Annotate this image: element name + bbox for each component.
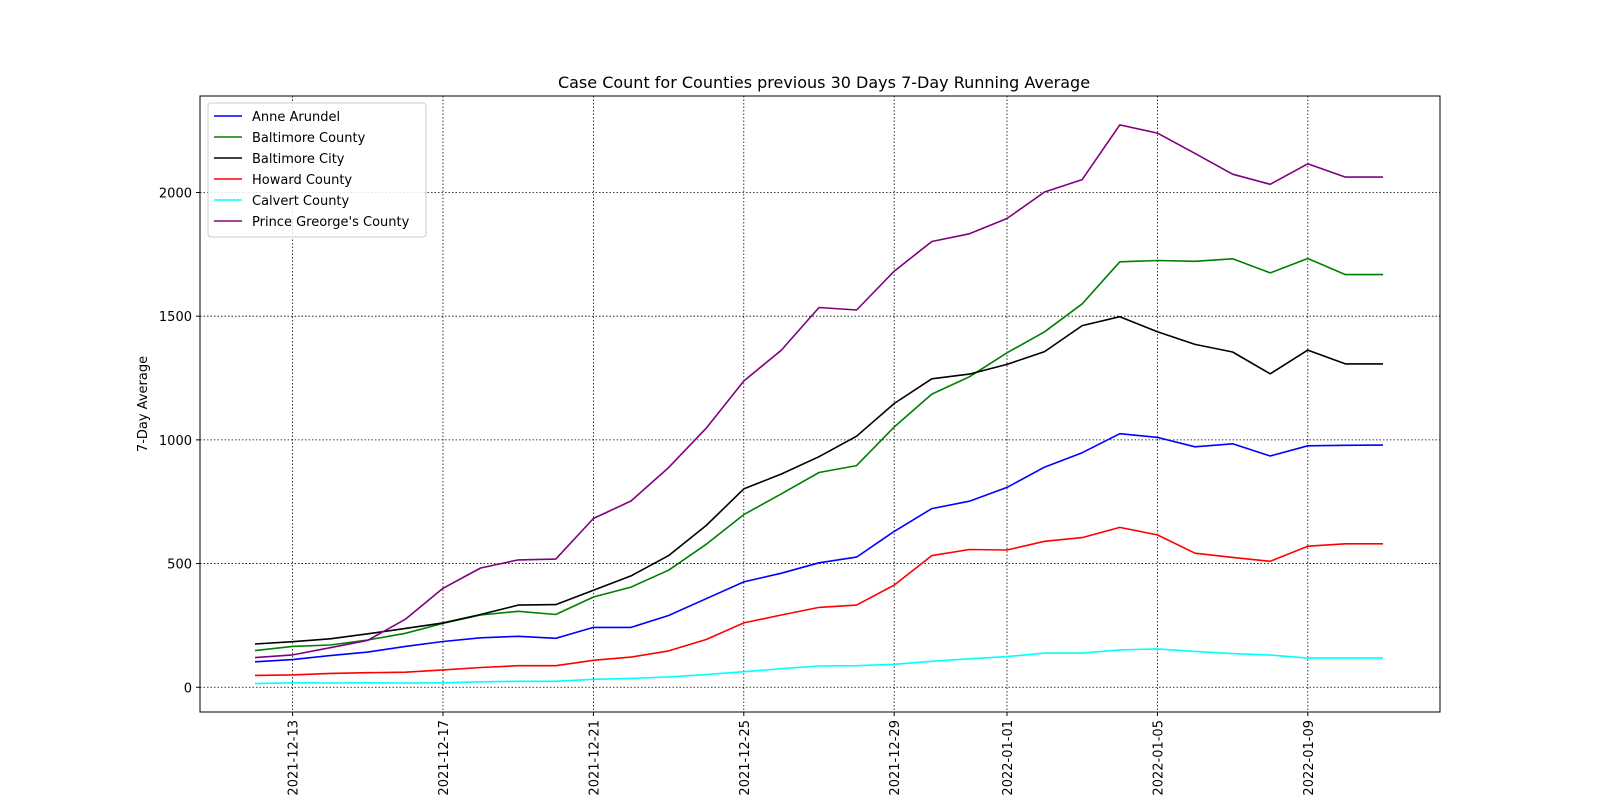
y-tick-label: 2000 [159, 186, 192, 201]
legend-label: Baltimore County [252, 131, 366, 146]
legend-label: Calvert County [252, 194, 350, 209]
legend: Anne Arundel Baltimore County Baltimore Ci… [207, 102, 427, 238]
legend-label: Howard County [252, 173, 352, 188]
series-line-prince-greorge-s-county [254, 124, 1383, 659]
x-tick-label: 2021-12-17 [437, 720, 452, 796]
x-axis: 2021-12-13 2021-12-17 2021-12-21 2021-12-25… [287, 712, 1317, 796]
x-tick-label: 2021-12-25 [738, 720, 753, 796]
plot-frame [199, 95, 1441, 713]
series-line-howard-county [254, 526, 1383, 677]
x-tick-label: 2022-01-01 [1001, 720, 1016, 796]
y-axis: 0 500 1000 1500 2000 [159, 186, 200, 696]
y-tick-label: 1000 [159, 434, 192, 449]
chart-title: Case Count for Counties previous 30 Days… [558, 73, 1090, 92]
y-axis-label: 7-Day Average [136, 356, 151, 452]
y-tick-label: 500 [167, 558, 192, 573]
series-lines [254, 124, 1384, 685]
legend-box [207, 102, 427, 238]
legend-label: Anne Arundel [252, 110, 340, 125]
legend-label: Baltimore City [252, 152, 345, 167]
series-line-baltimore-city [254, 315, 1383, 645]
x-tick-label: 2022-01-05 [1151, 720, 1166, 796]
x-tick-label: 2021-12-13 [287, 720, 302, 796]
x-tick-label: 2022-01-09 [1302, 720, 1317, 796]
series-line-baltimore-county [254, 257, 1383, 652]
y-tick-label: 0 [184, 681, 192, 696]
x-tick-label: 2021-12-29 [888, 720, 903, 796]
legend-label: Prince Greorge's County [252, 215, 410, 230]
series-line-calvert-county [254, 648, 1383, 685]
y-tick-label: 1500 [159, 310, 192, 325]
series-line-anne-arundel [254, 432, 1384, 663]
x-tick-label: 2021-12-21 [587, 720, 602, 796]
